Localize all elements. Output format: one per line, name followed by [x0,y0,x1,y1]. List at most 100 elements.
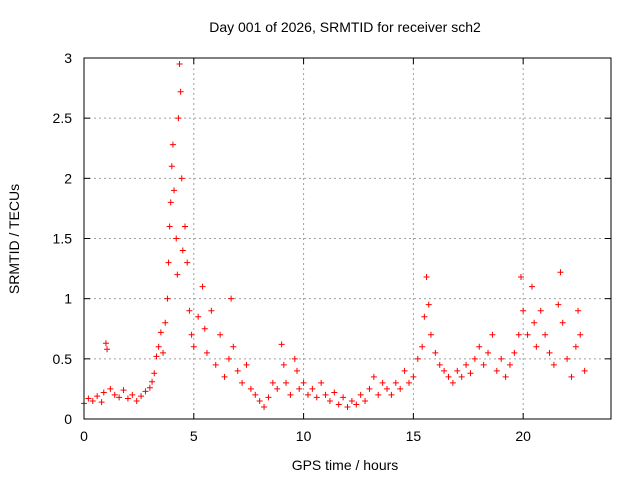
data-point [243,361,250,368]
data-point [104,346,111,353]
data-point [405,379,412,386]
data-point [423,274,430,281]
data-point [100,389,107,396]
x-tick-label: 5 [190,428,198,444]
data-point [153,353,160,360]
data-point [388,391,395,398]
data-point [458,373,465,380]
data-point [151,370,158,377]
data-point [379,379,386,386]
data-point [425,301,432,308]
data-point [217,331,224,338]
data-point [454,367,461,374]
data-points [81,61,588,410]
data-point [160,349,167,356]
data-point [199,283,206,290]
data-point [410,373,417,380]
data-point [166,223,173,230]
data-point [146,384,153,391]
data-point [179,247,186,254]
data-point [94,393,101,400]
data-point [129,391,136,398]
data-point [326,397,333,404]
data-point [524,331,531,338]
data-point [335,401,342,408]
data-point [427,331,434,338]
data-point [313,394,320,401]
x-tick-label: 20 [515,428,531,444]
data-point [212,361,219,368]
data-point [188,331,195,338]
data-point [485,349,492,356]
data-point [471,355,478,362]
data-point [445,373,452,380]
data-point [467,370,474,377]
data-point [511,349,518,356]
data-point [201,325,208,332]
data-point [498,355,505,362]
data-point [375,391,382,398]
data-point [517,274,524,281]
data-point [287,391,294,398]
data-point [252,391,259,398]
data-point [493,367,500,374]
data-point [575,307,582,314]
data-point [489,331,496,338]
data-point [463,361,470,368]
data-point [577,331,584,338]
data-point [208,307,215,314]
data-point [537,307,544,314]
y-tick-label: 2 [64,170,72,186]
data-point [269,379,276,386]
data-point [293,367,300,374]
y-tick-label: 1 [64,291,72,307]
data-point [111,391,118,398]
data-point [348,397,355,404]
data-point [366,385,373,392]
data-point [169,141,176,148]
data-point [278,341,285,348]
data-point [300,379,307,386]
y-tick-label: 2.5 [53,110,73,126]
x-tick-label: 0 [80,428,88,444]
data-point [296,385,303,392]
data-point [546,349,553,356]
y-tick-label: 0 [64,411,72,427]
data-point [280,361,287,368]
data-point [225,355,232,362]
grid [84,58,611,419]
data-point [318,379,325,386]
data-point [195,313,202,320]
chart-title: Day 001 of 2026, SRMTID for receiver sch… [209,19,481,35]
data-point [234,367,241,374]
data-point [98,399,105,406]
data-point [230,343,237,350]
data-point [344,403,351,410]
data-point [168,163,175,170]
data-point [384,385,391,392]
data-point [357,391,364,398]
data-point [449,379,456,386]
data-point [142,388,149,395]
y-tick-label: 0.5 [53,351,73,367]
data-point [414,355,421,362]
data-point [392,379,399,386]
data-point [174,271,181,278]
y-tick-label: 1.5 [53,231,73,247]
data-point [203,349,210,356]
data-point [542,331,549,338]
data-point [309,385,316,392]
data-point [476,343,483,350]
data-point [331,389,338,396]
data-point [515,331,522,338]
data-point [568,373,575,380]
x-tick-label: 10 [296,428,312,444]
data-point [162,319,169,326]
data-point [177,88,184,95]
data-point [165,259,172,266]
data-point [559,319,566,326]
data-point [322,391,329,398]
data-point [480,361,487,368]
